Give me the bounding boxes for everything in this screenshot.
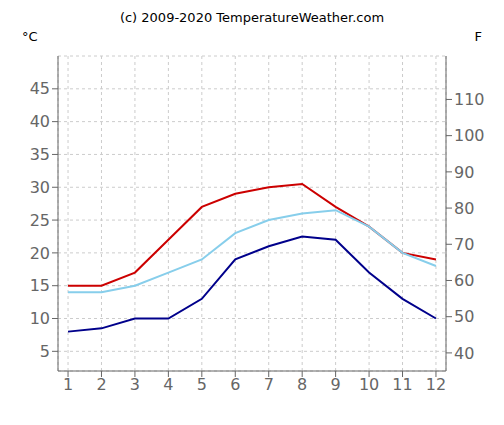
svg-text:6: 6 — [230, 375, 240, 394]
svg-text:50: 50 — [454, 307, 474, 326]
svg-text:5: 5 — [197, 375, 207, 394]
svg-text:70: 70 — [454, 235, 474, 254]
svg-text:12: 12 — [426, 375, 446, 394]
svg-text:1: 1 — [63, 375, 73, 394]
svg-text:9: 9 — [331, 375, 341, 394]
svg-text:20: 20 — [30, 244, 50, 263]
svg-text:60: 60 — [454, 271, 474, 290]
svg-text:35: 35 — [30, 145, 50, 164]
svg-text:110: 110 — [454, 90, 485, 109]
svg-text:45: 45 — [30, 79, 50, 98]
svg-text:40: 40 — [30, 112, 50, 131]
html-text:°C: °C — [22, 29, 38, 44]
svg-text:100: 100 — [454, 126, 485, 145]
svg-text:15: 15 — [30, 276, 50, 295]
svg-text:4: 4 — [163, 375, 173, 394]
svg-text:30: 30 — [30, 178, 50, 197]
svg-text:80: 80 — [454, 199, 474, 218]
svg-text:8: 8 — [297, 375, 307, 394]
svg-text:10: 10 — [359, 375, 379, 394]
svg-text:5: 5 — [40, 342, 50, 361]
html-text:F: F — [474, 29, 482, 44]
html-text:(c) 2009-2020 TemperatureWeath: (c) 2009-2020 TemperatureWeather.com — [119, 10, 385, 25]
svg-text:10: 10 — [30, 309, 50, 328]
svg-text:3: 3 — [130, 375, 140, 394]
svg-text:7: 7 — [264, 375, 274, 394]
svg-text:90: 90 — [454, 163, 474, 182]
svg-text:11: 11 — [392, 375, 412, 394]
svg-text:25: 25 — [30, 211, 50, 230]
svg-text:40: 40 — [454, 344, 474, 363]
svg-text:2: 2 — [96, 375, 106, 394]
